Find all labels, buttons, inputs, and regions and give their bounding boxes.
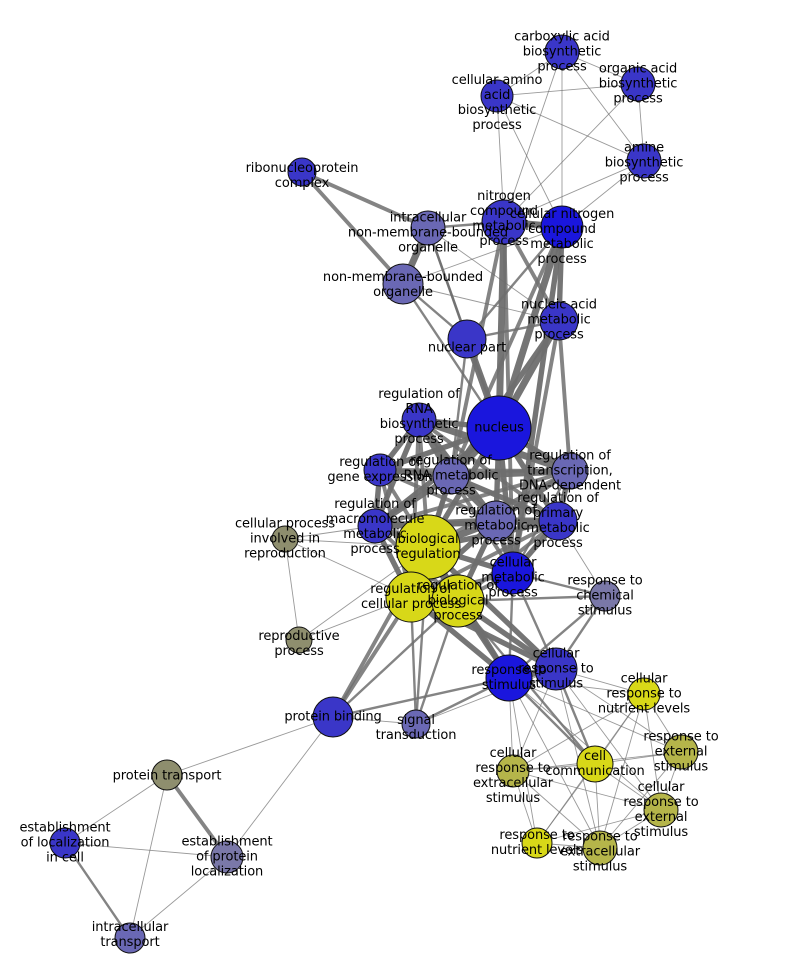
graph-edge <box>63 841 132 940</box>
graph-node-reproductive-process[interactable] <box>285 626 313 654</box>
graph-edge <box>409 519 560 599</box>
graph-node-intracellular-transport[interactable] <box>114 922 146 954</box>
graph-node-nuclear-part[interactable] <box>447 319 487 359</box>
graph-node-cellular-response-to-external-stimulus[interactable] <box>643 792 679 828</box>
graph-edge <box>512 770 662 811</box>
graph-node-cellular-response-to-extracellular-stimulus[interactable] <box>496 754 530 788</box>
graph-edge <box>536 809 662 844</box>
graph-node-cellular-amino-acid-biosynthetic-process[interactable] <box>480 79 514 113</box>
graph-node-nucleic-acid-metabolic-process[interactable] <box>539 301 579 341</box>
graph-node-response-to-stimulus[interactable] <box>485 654 533 702</box>
graph-node-amine-biosynthetic-process[interactable] <box>626 143 662 179</box>
graph-edge <box>165 773 229 859</box>
edges-layer <box>63 51 682 940</box>
graph-node-response-to-external-stimulus[interactable] <box>663 734 699 770</box>
graph-edge <box>496 83 639 97</box>
graph-edge <box>449 337 469 478</box>
graph-node-response-to-nutrient-levels[interactable] <box>521 827 553 859</box>
graph-node-establishment-of-protein-localization[interactable] <box>210 840 244 874</box>
graph-edge <box>129 774 168 939</box>
graph-edge <box>508 677 682 753</box>
graph-edge <box>300 170 405 286</box>
graph-edge <box>415 668 557 725</box>
graph-edge <box>555 668 682 753</box>
graph-node-organic-acid-biosynthetic-process[interactable] <box>620 66 656 102</box>
graph-node-cellular-process-involved-in-reproduction[interactable] <box>271 525 299 553</box>
graph-edge <box>508 677 662 811</box>
graph-edge <box>503 83 639 223</box>
graph-edge <box>284 538 300 641</box>
graph-node-cellular-metabolic-process[interactable] <box>491 551 535 595</box>
graph-edge <box>643 693 662 811</box>
graph-edge <box>427 227 560 322</box>
graph-edge <box>555 668 662 811</box>
graph-node-intracellular-non-membrane-bounded-organelle[interactable] <box>410 210 446 246</box>
graph-node-cellular-response-to-nutrient-levels[interactable] <box>627 677 661 711</box>
graph-node-response-to-chemical-stimulus[interactable] <box>589 580 621 612</box>
graph-node-cell-communication[interactable] <box>576 745 614 783</box>
graph-node-regulation-of-biological-process[interactable] <box>431 574 485 628</box>
graph-node-nitrogen-compound-metabolic-process[interactable] <box>481 199 527 245</box>
graph-node-establishment-of-localization-in-cell[interactable] <box>49 827 81 859</box>
graph-edge <box>496 95 563 228</box>
graph-edge <box>503 160 645 223</box>
graph-edge <box>64 774 168 844</box>
graph-node-non-membrane-bounded-organelle[interactable] <box>382 263 424 305</box>
graph-edge <box>512 770 601 849</box>
graph-node-regulation-of-macromolecule-metabolic-process[interactable] <box>357 508 393 544</box>
graph-node-carboxylic-acid-biosynthetic-process[interactable] <box>544 34 580 70</box>
graph-edge <box>166 716 334 776</box>
graph-edge <box>561 51 645 162</box>
graph-edge <box>465 225 564 341</box>
graph-node-biological-regulation[interactable] <box>395 514 461 580</box>
nodes-layer <box>49 34 699 954</box>
graph-edge <box>599 693 645 849</box>
graph-edge <box>64 842 228 858</box>
graph-edge <box>512 693 645 772</box>
graph-edge <box>402 226 563 285</box>
graph-edge <box>129 856 228 939</box>
graph-edge <box>331 676 511 719</box>
graph-edge <box>331 599 460 719</box>
graph-edge <box>447 467 574 480</box>
graph-edge <box>300 170 430 230</box>
graph-edge <box>557 319 572 473</box>
graph-node-regulation-of-rna-metabolic-process[interactable] <box>432 457 470 495</box>
graph-edge <box>226 716 334 858</box>
graph-edge <box>510 224 565 576</box>
graph-edge <box>496 95 645 162</box>
graph-node-cellular-response-to-stimulus[interactable] <box>534 647 578 691</box>
graph-node-cellular-nitrogen-compound-metabolic-process[interactable] <box>540 205 584 249</box>
graph-node-nucleus[interactable] <box>466 395 532 461</box>
graph-node-regulation-of-primary-metabolic-process[interactable] <box>538 501 578 541</box>
graph-node-regulation-of-gene-expression[interactable] <box>363 453 397 487</box>
graph-node-regulation-of-rna-biosynthetic-process[interactable] <box>401 402 437 438</box>
graph-edge <box>599 751 682 849</box>
graph-node-protein-binding[interactable] <box>312 696 354 738</box>
graph-node-signal-transduction[interactable] <box>401 709 431 739</box>
graph-edge <box>402 283 560 322</box>
graph-edge <box>373 469 572 528</box>
graph-edge <box>508 677 601 849</box>
graph-edge <box>503 51 563 223</box>
graph-node-protein-transport[interactable] <box>151 759 183 791</box>
graph-node-regulation-of-metabolic-process[interactable] <box>475 500 517 542</box>
graph-edge <box>378 468 498 523</box>
graph-node-ribonucleoprotein-complex[interactable] <box>287 157 317 187</box>
graph-node-regulation-of-transcription-dna-dependent[interactable] <box>551 452 589 490</box>
graph-node-regulation-of-cellular-process[interactable] <box>385 571 437 623</box>
graph-node-response-to-extracellular-stimulus[interactable] <box>582 830 618 866</box>
